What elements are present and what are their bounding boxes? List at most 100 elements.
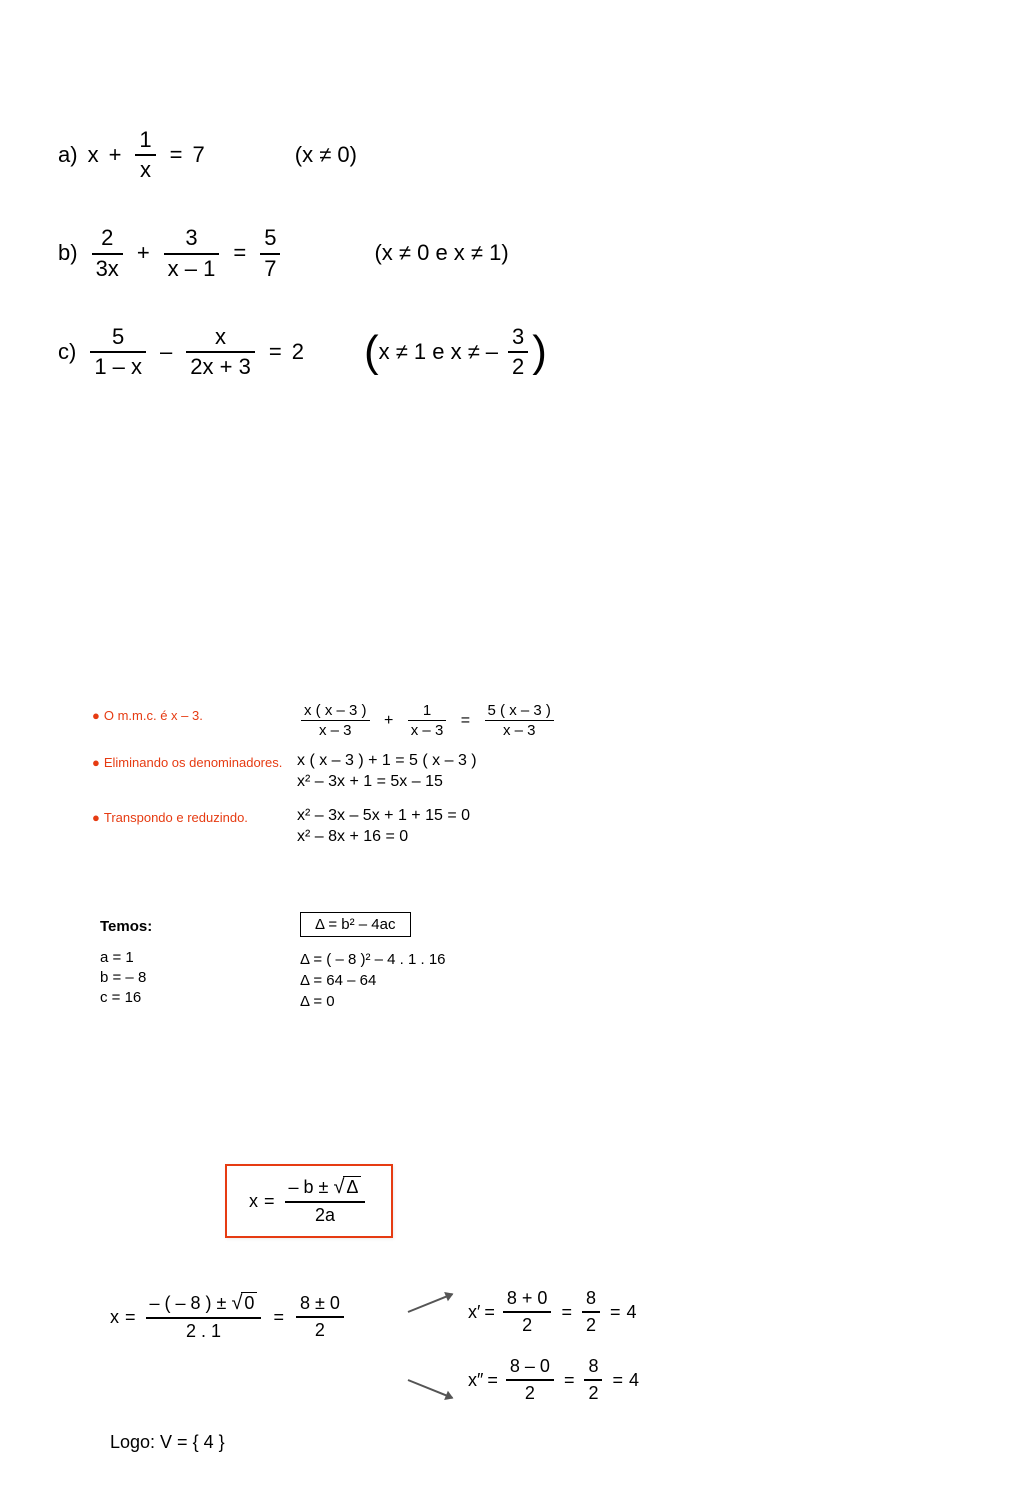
equals-icon: = xyxy=(170,143,183,167)
exercise-c: c) 5 1 – x – x 2x + 3 = 2 ( x ≠ 1 e x ≠ … xyxy=(58,325,547,379)
exercise-list: a) x + 1 x = 7 (x ≠ 0) b) 2 3x + 3 xyxy=(58,128,547,423)
branch-top: x′ = 8 + 0 2 = 8 2 = 4 xyxy=(408,1288,639,1336)
delta-formula-box: Δ = b² – 4ac xyxy=(300,912,411,937)
solution-set: Logo: V = { 4 } xyxy=(110,1432,225,1453)
frac-den: 2 . 1 xyxy=(182,1321,225,1342)
frac-bar xyxy=(296,1316,344,1318)
equals-icon: = xyxy=(610,1302,621,1323)
exercise-b: b) 2 3x + 3 x – 1 = 5 7 (x ≠ 0 e x ≠ 1) xyxy=(58,226,547,280)
frac-num: 8 – 0 xyxy=(506,1356,554,1377)
frac-num: 8 xyxy=(582,1288,600,1309)
exercise-b-label: b) xyxy=(58,241,78,265)
frac-bar xyxy=(146,1317,262,1319)
step-1-note: ●O m.m.c. é x – 3. xyxy=(92,702,297,723)
frac-den: 2 xyxy=(508,355,528,379)
equals-icon: = xyxy=(273,1307,284,1328)
minus-icon: – xyxy=(160,340,172,364)
frac-den: x xyxy=(136,158,155,182)
frac-num: 5 xyxy=(108,325,128,349)
math-line: x² – 3x + 1 = 5x – 15 xyxy=(297,773,477,791)
sqrt-icon: √ 0 xyxy=(231,1292,257,1315)
exercise-a: a) x + 1 x = 7 (x ≠ 0) xyxy=(58,128,547,182)
step-3-note: ●Transpondo e reduzindo. xyxy=(92,804,297,825)
step-3-math: x² – 3x – 5x + 1 + 15 = 0 x² – 8x + 16 =… xyxy=(297,804,470,849)
solution-branches: x′ = 8 + 0 2 = 8 2 = 4 x″ = 8 – 0 2 xyxy=(408,1268,639,1424)
frac-num: x ( x – 3 ) xyxy=(301,702,370,719)
equals-icon: = xyxy=(561,1302,572,1323)
frac-bar xyxy=(260,253,280,255)
sol-lhs: x xyxy=(110,1307,119,1328)
frac-num: – b ± √ Δ xyxy=(285,1176,366,1199)
frac-den: 1 – x xyxy=(90,355,146,379)
formula-lhs: x xyxy=(249,1191,258,1212)
step-2: ●Eliminando os denominadores. x ( x – 3 … xyxy=(92,749,558,794)
bullet-icon: ● xyxy=(92,708,100,723)
frac-den: 2 xyxy=(584,1383,602,1404)
frac-den: 2 xyxy=(311,1320,329,1341)
frac-num: 5 ( x – 3 ) xyxy=(485,702,554,719)
equals-icon: = xyxy=(484,1302,495,1323)
equals-icon: = xyxy=(233,241,246,265)
branch-result: 4 xyxy=(629,1370,639,1391)
delta-line: Δ = ( – 8 )² – 4 . 1 . 16 xyxy=(300,951,446,968)
coefficients: Temos: a = 1 b = – 8 c = 16 xyxy=(100,918,152,1009)
exercise-b-frac1: 2 3x xyxy=(92,226,123,280)
step-1: ●O m.m.c. é x – 3. x ( x – 3 ) x – 3 + 1… xyxy=(92,702,558,739)
frac-den: x – 3 xyxy=(408,722,447,739)
bullet-icon: ● xyxy=(92,810,100,825)
exercise-b-frac2: 3 x – 1 xyxy=(164,226,220,280)
frac-bar xyxy=(506,1379,554,1381)
exercise-b-frac3: 5 7 xyxy=(260,226,280,280)
equals-icon: = xyxy=(612,1370,623,1391)
equals-icon: = xyxy=(564,1370,575,1391)
branch-lhs: x′ xyxy=(468,1302,480,1323)
frac-den: 7 xyxy=(260,257,280,281)
step-2-note: ●Eliminando os denominadores. xyxy=(92,749,297,770)
branch-frac1: 8 + 0 2 xyxy=(503,1288,552,1336)
sol-frac2: 8 ± 0 2 xyxy=(296,1293,344,1341)
worked-example: ●O m.m.c. é x – 3. x ( x – 3 ) x – 3 + 1… xyxy=(92,702,558,859)
step-1-math: x ( x – 3 ) x – 3 + 1 x – 3 = 5 ( x – 3 … xyxy=(297,702,558,739)
frac-num: 2 xyxy=(97,226,117,250)
frac-num: 8 xyxy=(584,1356,602,1377)
frac-bar xyxy=(582,1311,600,1313)
step-2-math: x ( x – 3 ) + 1 = 5 ( x – 3 ) x² – 3x + … xyxy=(297,749,477,794)
math-line: x ( x – 3 ) + 1 = 5 ( x – 3 ) xyxy=(297,752,477,770)
left-paren-icon: ( xyxy=(364,330,379,374)
frac-bar xyxy=(164,253,220,255)
frac-bar xyxy=(485,720,554,721)
equals-icon: = xyxy=(125,1307,136,1328)
cond-text: x ≠ 1 e x ≠ xyxy=(379,340,480,364)
frac-den: 3x xyxy=(92,257,123,281)
frac-den: x – 1 xyxy=(164,257,220,281)
bullet-icon: ● xyxy=(92,755,100,770)
sqrt-arg: Δ xyxy=(343,1176,361,1198)
frac-num: 3 xyxy=(508,325,528,349)
exercise-a-x: x xyxy=(88,143,99,167)
branch-bottom: x″ = 8 – 0 2 = 8 2 = 4 xyxy=(408,1356,639,1404)
delta-line: Δ = 0 xyxy=(300,993,446,1010)
equals-icon: = xyxy=(487,1370,498,1391)
frac-den: 2 xyxy=(582,1315,600,1336)
exercise-c-frac2: x 2x + 3 xyxy=(186,325,255,379)
plus-icon: + xyxy=(137,241,150,265)
frac: 1 x – 3 xyxy=(408,702,447,739)
frac-den: 2a xyxy=(311,1205,339,1226)
exercise-a-frac: 1 x xyxy=(135,128,155,182)
sqrt-arg: 0 xyxy=(241,1292,257,1314)
exercise-c-frac1: 5 1 – x xyxy=(90,325,146,379)
frac-num: 8 + 0 xyxy=(503,1288,552,1309)
branch-result: 4 xyxy=(626,1302,636,1323)
frac-bar xyxy=(503,1311,552,1313)
frac-num: 8 ± 0 xyxy=(296,1293,344,1314)
frac-bar xyxy=(584,1379,602,1381)
frac-bar xyxy=(186,351,255,353)
frac-den: 2x + 3 xyxy=(186,355,255,379)
coeff-a: a = 1 xyxy=(100,949,152,966)
coeffs-header: Temos: xyxy=(100,918,152,935)
coeff-b: b = – 8 xyxy=(100,969,152,986)
minus-icon: – xyxy=(486,340,498,364)
frac-num: – ( – 8 ) ± √ 0 xyxy=(146,1292,262,1315)
plus-icon: + xyxy=(109,143,122,167)
cond-frac: 3 2 xyxy=(508,325,528,379)
